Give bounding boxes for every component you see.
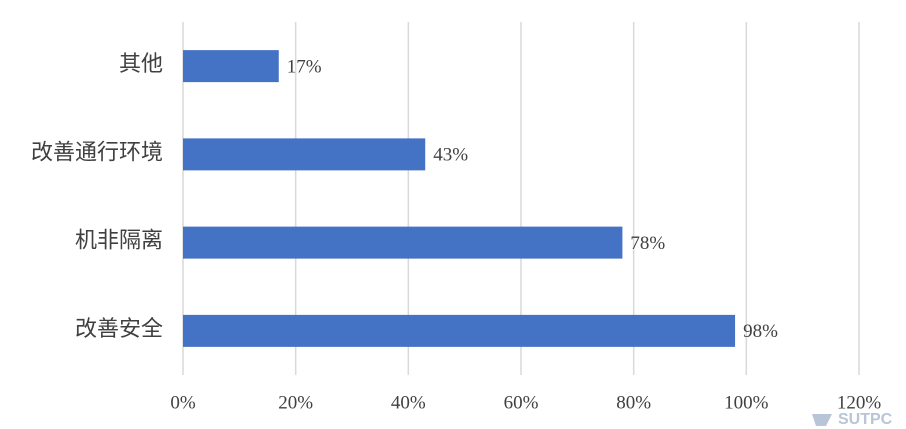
x-tick-label: 80% <box>616 392 651 413</box>
x-tick-label: 60% <box>504 392 539 413</box>
watermark-icon <box>812 414 832 426</box>
watermark: SUTPC <box>812 411 893 428</box>
value-label: 78% <box>630 233 665 254</box>
watermark-text: SUTPC <box>838 411 893 428</box>
x-tick-label: 40% <box>391 392 426 413</box>
y-tick-label: 改善安全 <box>75 316 163 341</box>
x-tick-label: 20% <box>278 392 313 413</box>
y-tick-label: 改善通行环境 <box>31 139 163 164</box>
value-label: 43% <box>433 145 468 166</box>
bar <box>183 138 426 171</box>
x-tick-label: 120% <box>837 392 882 413</box>
bar <box>183 50 279 83</box>
value-label: 98% <box>743 321 778 342</box>
bar <box>183 314 736 347</box>
x-tick-label: 100% <box>724 392 769 413</box>
value-label: 17% <box>287 56 322 77</box>
y-tick-label: 其他 <box>119 51 163 76</box>
bar <box>183 226 623 259</box>
y-tick-label: 机非隔离 <box>75 228 163 253</box>
x-tick-label: 0% <box>170 392 196 413</box>
